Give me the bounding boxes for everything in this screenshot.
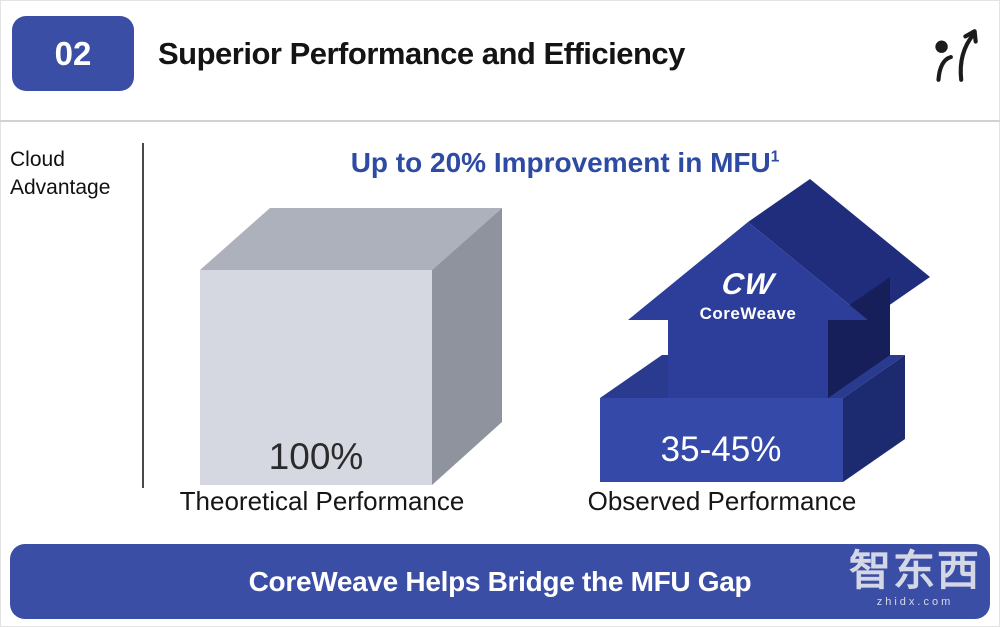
page-title: Superior Performance and Efficiency: [158, 36, 685, 71]
growth-icon: [935, 29, 978, 82]
arrow-value: 35-45%: [660, 430, 782, 469]
growth-arrow-shaft: [958, 32, 976, 82]
growth-arrow-head: [963, 29, 978, 44]
arrow-stem-right-face: [828, 277, 890, 398]
watermark-url: zhidx.com: [876, 596, 954, 609]
cloud-advantage-label: Cloud Advantage: [10, 148, 111, 200]
figure-heading-text: Up to 20% Improvement in MFU: [350, 147, 771, 178]
cube-top-face: [200, 208, 502, 270]
growth-icon-strokes: [936, 29, 978, 82]
vertical-divider: [142, 143, 144, 488]
arrow-base-right-face: [843, 355, 905, 482]
watermark-logo: 智东西: [848, 547, 981, 594]
person-head-dot: [935, 40, 948, 53]
coreweave-logo-mark: CW: [719, 268, 777, 301]
section-number-badge: 02: [12, 16, 134, 91]
cube-value: 100%: [268, 436, 364, 477]
cube-front-face: [200, 270, 432, 485]
bottom-banner: CoreWeave Helps Bridge the MFU Gap: [10, 544, 990, 619]
cube-graphic: [200, 208, 502, 485]
cube-right-face: [432, 208, 502, 485]
figure-heading: Up to 20% Improvement in MFU1: [150, 147, 980, 179]
arrow-base-front-face: [600, 398, 843, 482]
person-body-stroke: [936, 55, 953, 82]
header-divider: [0, 120, 1000, 122]
coreweave-logo-text: CoreWeave: [699, 304, 797, 323]
arrow-label: Observed Performance: [587, 486, 857, 516]
coreweave-logo: CW CoreWeave: [668, 268, 828, 324]
arrow-graphic: [600, 179, 930, 482]
figure-heading-footnote: 1: [770, 148, 780, 166]
watermark: 智东西 zhidx.com: [840, 547, 990, 609]
banner-text: CoreWeave Helps Bridge the MFU Gap: [248, 565, 752, 597]
cube-label: Theoretical Performance: [179, 486, 465, 516]
arrow-front-face: [628, 222, 868, 398]
